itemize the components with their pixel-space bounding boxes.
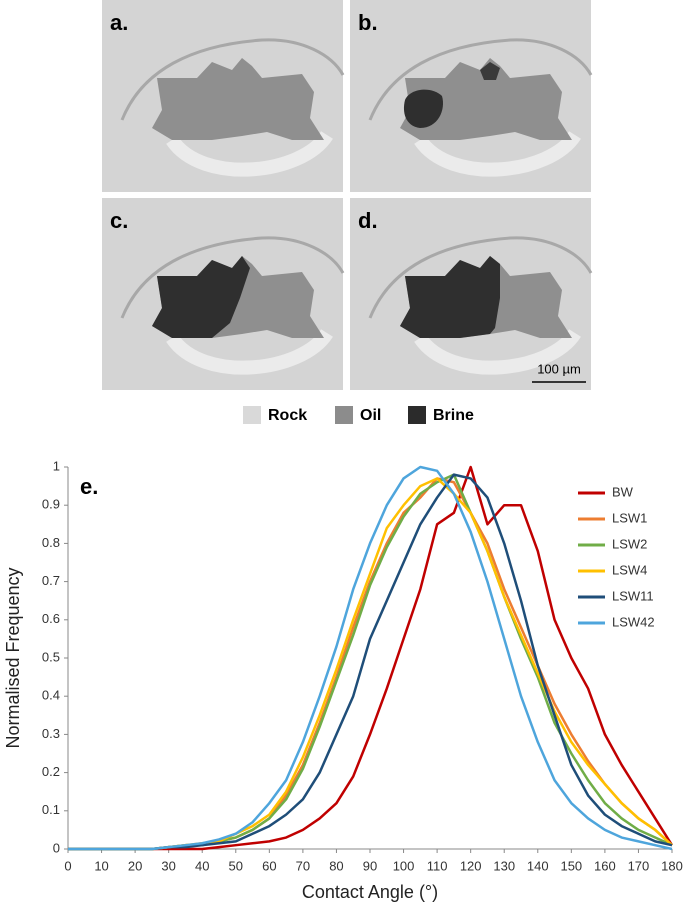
x-tick-label: 90	[363, 858, 377, 873]
x-axis-label: Contact Angle (°)	[302, 882, 438, 902]
y-tick-label: 0	[53, 840, 60, 855]
panel-label: e.	[80, 474, 98, 499]
series-line	[68, 473, 673, 851]
x-tick-label: 130	[493, 858, 515, 873]
y-tick-label: 0.6	[42, 611, 60, 626]
legend-swatch	[335, 406, 353, 424]
y-tick-label: 1	[53, 458, 60, 473]
panel-label: a.	[110, 10, 128, 35]
panel-label: c.	[110, 208, 128, 233]
x-tick-label: 100	[393, 858, 415, 873]
x-tick-label: 160	[594, 858, 616, 873]
x-tick-label: 20	[128, 858, 142, 873]
y-tick-label: 0.7	[42, 573, 60, 588]
x-tick-label: 80	[329, 858, 343, 873]
panel-label: b.	[358, 10, 378, 35]
legend-label: Oil	[360, 407, 381, 424]
legend-label: LSW2	[612, 536, 647, 551]
series-line	[68, 473, 673, 851]
legend-label: LSW1	[612, 510, 647, 525]
panel-c	[102, 198, 343, 390]
y-axis-label: Normalised Frequency	[3, 567, 23, 748]
x-tick-label: 180	[661, 858, 683, 873]
panel-b	[350, 0, 591, 192]
x-tick-label: 60	[262, 858, 276, 873]
y-tick-label: 0.9	[42, 497, 60, 512]
panel-d	[350, 198, 591, 390]
panel-label: d.	[358, 208, 378, 233]
x-tick-label: 40	[195, 858, 209, 873]
y-tick-label: 0.8	[42, 535, 60, 550]
legend-label: Rock	[268, 407, 307, 424]
y-tick-label: 0.5	[42, 649, 60, 664]
series-line	[68, 477, 673, 851]
x-tick-label: 50	[229, 858, 243, 873]
y-tick-label: 0.1	[42, 802, 60, 817]
panel-a	[102, 0, 343, 192]
phase-legend: Rock Oil Brine	[243, 406, 474, 424]
x-tick-label: 120	[460, 858, 482, 873]
y-tick-label: 0.2	[42, 764, 60, 779]
x-tick-label: 30	[161, 858, 175, 873]
legend-swatch	[243, 406, 261, 424]
y-tick-label: 0.4	[42, 688, 60, 703]
x-tick-label: 170	[628, 858, 650, 873]
legend-label: LSW11	[612, 588, 654, 603]
legend-label: LSW4	[612, 562, 647, 577]
legend-label: Brine	[433, 407, 474, 424]
x-tick-label: 70	[296, 858, 310, 873]
chart: 00.10.20.30.40.50.60.70.80.910 10 20 30 40 50…	[3, 458, 683, 901]
series-line	[68, 465, 674, 851]
x-tick-label: 110	[427, 858, 448, 873]
legend-swatch	[408, 406, 426, 424]
legend-label: BW	[612, 484, 634, 499]
x-tick-label: 10	[94, 858, 108, 873]
scale-bar-label: 100 µm	[537, 361, 581, 376]
x-tick-label: 0	[64, 858, 71, 873]
legend-label: LSW42	[612, 614, 655, 629]
series-line	[68, 477, 673, 851]
x-tick-label: 140	[527, 858, 549, 873]
y-tick-label: 0.3	[42, 726, 60, 741]
x-tick-label: 150	[560, 858, 582, 873]
series-line	[68, 465, 673, 851]
